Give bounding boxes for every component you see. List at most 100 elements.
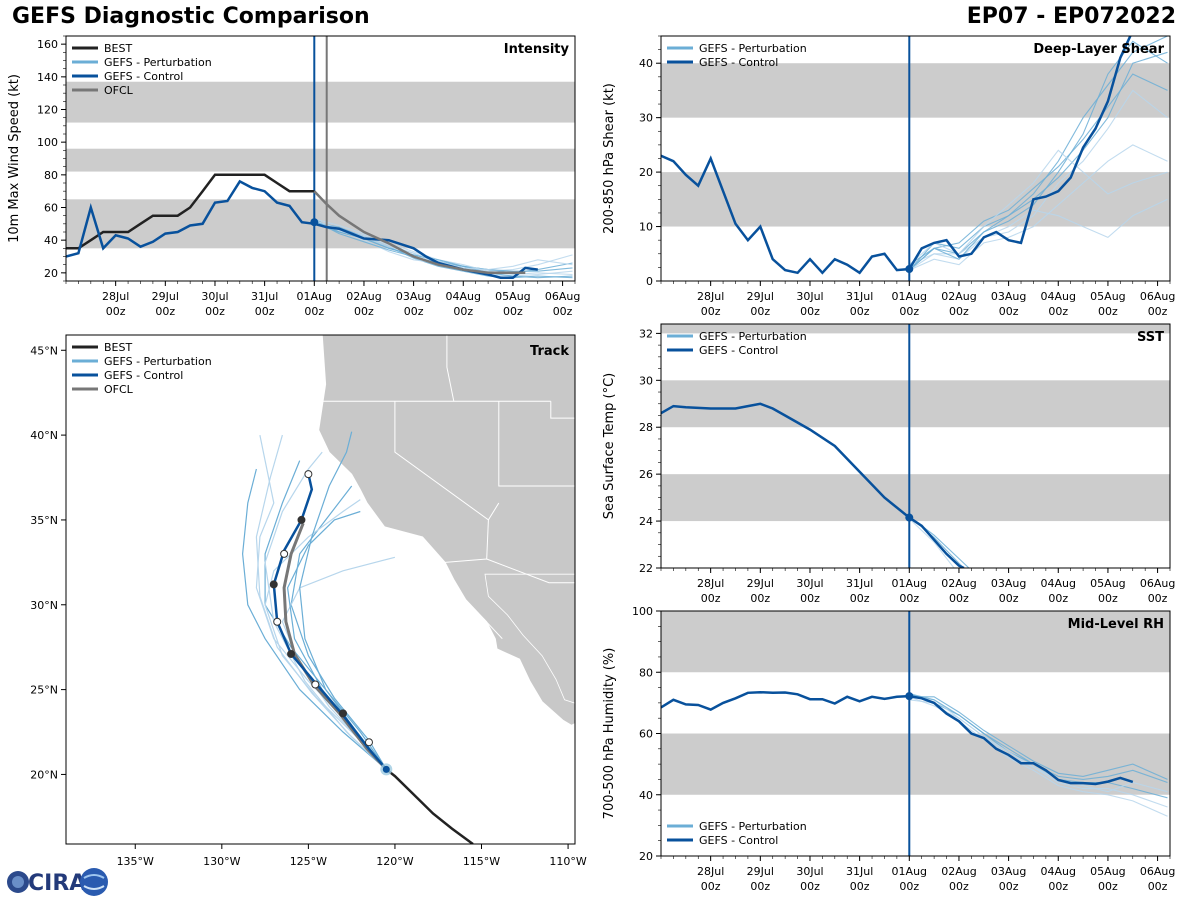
track-marker <box>297 515 306 524</box>
latitude-label: 45°N <box>30 344 58 357</box>
y-tick-label: 40 <box>639 789 653 802</box>
x-tick-date: 05Aug <box>1090 290 1125 303</box>
x-tick-hour: 00z <box>949 592 969 605</box>
chart-rh: 20 40 60 80 100 28Jul 00z 29Jul 00z 30Jul 00z 31Jul… <box>602 605 1175 893</box>
x-tick-hour: 00z <box>800 592 820 605</box>
y-axis-label: Sea Surface Temp (°C) <box>602 373 617 520</box>
x-tick-date: 29Jul <box>152 290 179 303</box>
x-tick-hour: 00z <box>949 880 969 893</box>
track-marker <box>273 617 282 626</box>
latitude-label: 25°N <box>30 684 58 697</box>
longitude-label: 125°W <box>290 855 327 868</box>
panel-title: Track <box>530 344 569 359</box>
legend-label: GEFS - Control <box>699 344 778 357</box>
y-tick-label: 10 <box>639 221 653 234</box>
x-tick-hour: 00z <box>701 305 721 318</box>
legend-label: OFCL <box>104 84 134 97</box>
land-mass <box>484 573 575 704</box>
y-tick-label: 22 <box>639 562 653 575</box>
control-line <box>661 36 1132 275</box>
panel-title: Mid-Level RH <box>1068 617 1164 632</box>
x-tick-date: 02Aug <box>941 290 976 303</box>
x-tick-hour: 00z <box>999 592 1019 605</box>
x-tick-hour: 00z <box>850 305 870 318</box>
perturbation-line <box>908 198 1168 271</box>
x-tick-hour: 00z <box>999 305 1019 318</box>
x-tick-date: 29Jul <box>747 577 774 590</box>
control-line <box>661 690 1134 786</box>
longitude-label: 135°W <box>117 855 154 868</box>
shade-band <box>661 63 1170 118</box>
x-tick-hour: 00z <box>800 305 820 318</box>
shade-band <box>661 611 1170 673</box>
perturbation-line <box>909 696 1168 780</box>
y-tick-label: 24 <box>639 515 653 528</box>
x-tick-date: 01Aug <box>297 290 332 303</box>
x-tick-hour: 00z <box>255 305 275 318</box>
init-point <box>905 692 914 701</box>
perturbation-track <box>264 499 387 770</box>
init-point <box>310 218 319 227</box>
x-tick-date: 28Jul <box>697 865 724 878</box>
x-tick-date: 06Aug <box>1140 865 1175 878</box>
x-tick-date: 05Aug <box>1090 865 1125 878</box>
x-tick-date: 06Aug <box>545 290 580 303</box>
best-line <box>66 173 315 250</box>
x-tick-hour: 00z <box>850 592 870 605</box>
x-tick-date: 28Jul <box>697 290 724 303</box>
x-tick-hour: 00z <box>1048 592 1068 605</box>
x-tick-hour: 00z <box>701 592 721 605</box>
plot-area <box>66 36 575 281</box>
legend-label: BEST <box>104 42 132 55</box>
legend-label: GEFS - Perturbation <box>699 42 807 55</box>
latitude-label: 20°N <box>30 768 58 781</box>
x-tick-hour: 00z <box>899 592 919 605</box>
legend-label: GEFS - Perturbation <box>104 56 212 69</box>
legend-label: GEFS - Perturbation <box>104 355 212 368</box>
perturbation-track <box>264 460 387 770</box>
legend-label: GEFS - Control <box>699 56 778 69</box>
chart-sst: 22 24 26 28 30 32 28Jul 00z 29Jul 00z 30Jul 00z 31Ju… <box>602 323 1175 605</box>
x-tick-date: 01Aug <box>892 865 927 878</box>
y-tick-label: 20 <box>639 850 653 863</box>
perturbation-line <box>909 89 1168 266</box>
track-marker <box>364 738 373 747</box>
x-tick-hour: 00z <box>750 880 770 893</box>
x-tick-hour: 00z <box>999 880 1019 893</box>
latitude-label: 30°N <box>30 599 58 612</box>
x-tick-hour: 00z <box>503 305 523 318</box>
map-area <box>241 335 575 844</box>
shade-band <box>66 81 575 123</box>
y-axis-label: 10m Max Wind Speed (kt) <box>7 74 22 243</box>
x-tick-date: 31Jul <box>846 577 873 590</box>
init-point <box>905 265 914 274</box>
x-tick-hour: 00z <box>949 305 969 318</box>
panel-title: Deep-Layer Shear <box>1033 42 1164 57</box>
legend-label: GEFS - Perturbation <box>699 330 807 343</box>
storm-position <box>382 765 390 773</box>
y-tick-label: 80 <box>44 169 58 182</box>
x-tick-date: 06Aug <box>1140 290 1175 303</box>
x-tick-date: 30Jul <box>796 290 823 303</box>
x-tick-date: 04Aug <box>1041 865 1076 878</box>
x-tick-hour: 00z <box>1098 592 1118 605</box>
x-tick-hour: 00z <box>701 880 721 893</box>
x-tick-hour: 00z <box>404 305 424 318</box>
x-tick-hour: 00z <box>354 305 374 318</box>
perturbation-track <box>241 468 387 770</box>
track-marker <box>287 649 296 658</box>
x-tick-date: 30Jul <box>796 865 823 878</box>
longitude-label: 115°W <box>463 855 500 868</box>
x-tick-date: 31Jul <box>846 290 873 303</box>
x-tick-hour: 00z <box>1148 305 1168 318</box>
x-tick-hour: 00z <box>800 880 820 893</box>
control-track <box>272 473 388 771</box>
chart-track: 135°W 130°W 125°W 120°W 115°W 110°W 20°N 25°N 30… <box>30 334 587 868</box>
cira-logo-text: CIRA <box>28 871 86 896</box>
state-border <box>498 401 575 487</box>
shade-band <box>66 148 575 172</box>
perturbation-line <box>908 518 955 568</box>
state-border <box>482 617 503 640</box>
satellite-icon <box>80 868 108 896</box>
